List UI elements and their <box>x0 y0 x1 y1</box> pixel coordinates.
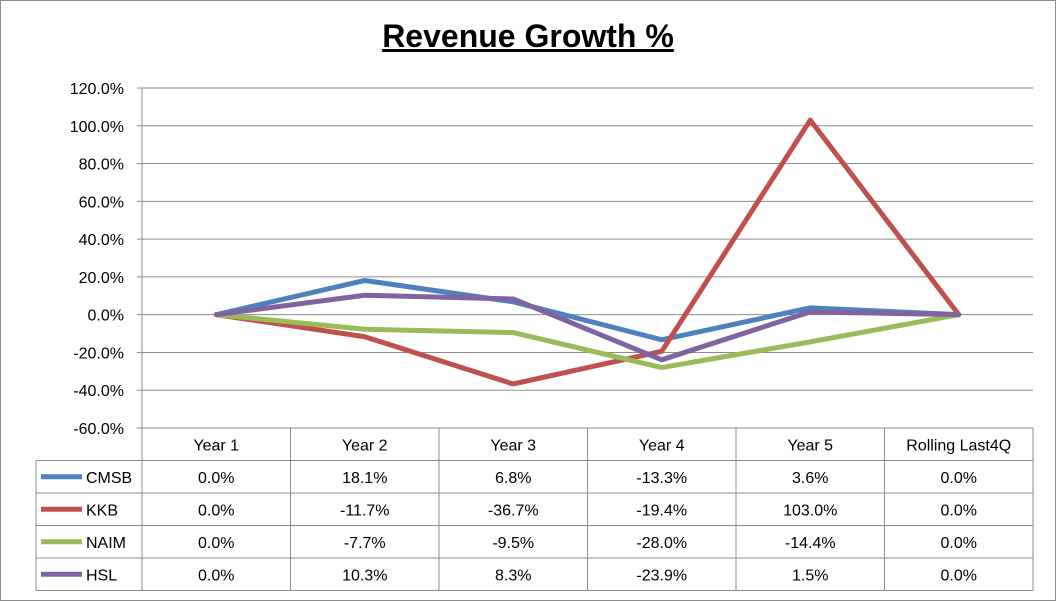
y-tick-label: 100.0% <box>70 119 124 136</box>
legend-label: CMSB <box>86 470 132 487</box>
y-tick-label: 80.0% <box>79 157 124 174</box>
data-label: -7.7% <box>344 535 386 552</box>
x-tick-label: Rolling Last4Q <box>906 437 1011 454</box>
y-axis: 120.0% 100.0% 80.0% 60.0% 40.0% 20.0% 0.0% -20.… <box>70 81 143 438</box>
data-label: 10.3% <box>342 567 387 584</box>
data-label: 0.0% <box>941 502 977 519</box>
data-label: 0.0% <box>198 470 234 487</box>
data-label: 0.0% <box>198 535 234 552</box>
data-label: 3.6% <box>792 470 828 487</box>
gridlines <box>142 87 1033 429</box>
y-tick-label: 20.0% <box>79 270 124 287</box>
data-label: -36.7% <box>488 502 539 519</box>
y-tick-label: 0.0% <box>88 308 124 325</box>
data-label: 0.0% <box>941 470 977 487</box>
x-tick-label: Year 1 <box>193 437 239 454</box>
series-line-hsl <box>213 292 962 363</box>
x-tick-label: Year 3 <box>490 437 536 454</box>
y-tick-label: 60.0% <box>79 194 124 211</box>
legend-label: KKB <box>86 502 118 519</box>
y-tick-label: -40.0% <box>73 383 124 400</box>
series-line-cmsb <box>213 277 962 343</box>
data-label: 18.1% <box>342 470 387 487</box>
series-line-kkb <box>213 117 962 387</box>
legend-label: NAIM <box>86 535 126 552</box>
data-label: 0.0% <box>941 535 977 552</box>
data-label: 0.0% <box>198 502 234 519</box>
data-label: -13.3% <box>636 470 687 487</box>
series-line-naim <box>213 312 962 371</box>
y-tick-label: -20.0% <box>73 345 124 362</box>
x-tick-label: Year 4 <box>639 437 685 454</box>
data-label: 8.3% <box>495 567 531 584</box>
data-label: 0.0% <box>941 567 977 584</box>
data-label: -9.5% <box>492 535 534 552</box>
y-tick-label: 120.0% <box>70 81 124 98</box>
data-label: 1.5% <box>792 567 828 584</box>
data-label: -28.0% <box>636 535 687 552</box>
data-label: -14.4% <box>785 535 836 552</box>
data-label: 6.8% <box>495 470 531 487</box>
x-tick-label: Year 2 <box>342 437 388 454</box>
series-lines <box>213 117 962 387</box>
data-label: -19.4% <box>636 502 687 519</box>
data-label: 103.0% <box>783 502 837 519</box>
legend-label: HSL <box>86 567 117 584</box>
data-label: -23.9% <box>636 567 687 584</box>
data-label: -11.7% <box>340 502 390 519</box>
x-tick-label: Year 5 <box>787 437 833 454</box>
data-table: Year 1 Year 2 Year 3 Year 4 Year 5 Rolling La… <box>35 427 1034 591</box>
y-tick-label: -60.0% <box>73 421 124 438</box>
chart-title: Revenue Growth % <box>382 18 674 54</box>
y-tick-label: 40.0% <box>79 232 124 249</box>
data-label: 0.0% <box>198 567 234 584</box>
